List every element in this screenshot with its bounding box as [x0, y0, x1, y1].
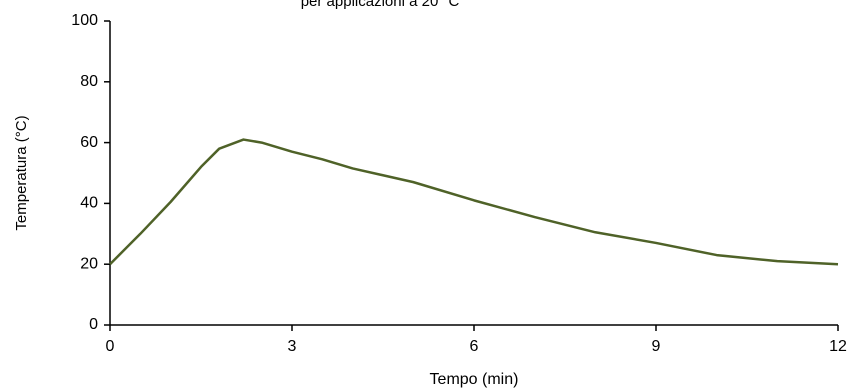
- x-tick-label: 9: [652, 338, 661, 355]
- x-tick-label: 3: [288, 338, 297, 355]
- y-tick-label: 0: [89, 316, 98, 333]
- chart-title: per applicazioni a 20 °C: [301, 0, 460, 10]
- line-series: [109, 138, 839, 266]
- x-tick-label: 0: [106, 338, 115, 355]
- y-tick-label: 80: [80, 73, 98, 90]
- y-tick-label: 40: [80, 195, 98, 212]
- x-tick-label: 12: [829, 338, 847, 355]
- x-axis-label: Tempo (min): [430, 371, 519, 388]
- y-tick-label: 100: [71, 12, 98, 29]
- y-tick-label: 20: [80, 255, 98, 272]
- x-tick-label: 6: [470, 338, 479, 355]
- y-axis-label: Temperatura (°C): [13, 115, 30, 230]
- y-tick-label: 60: [80, 134, 98, 151]
